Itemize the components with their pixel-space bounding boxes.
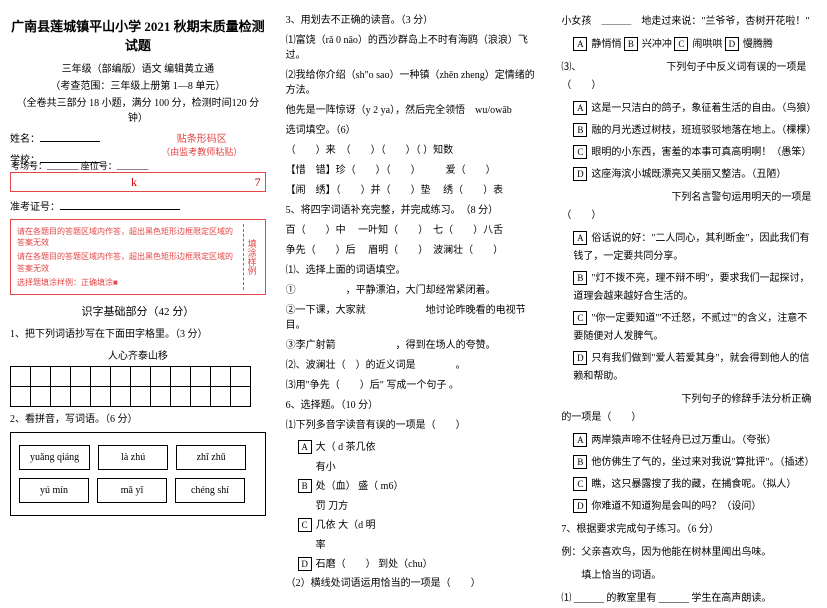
aD: 这座海滨小城既漂亮又美丽又整洁。（丑陋） [591, 169, 786, 180]
oA: 静悄悄 [591, 39, 621, 50]
bB: "灯不拨不亮，理不辩不明"，要求我们一起探讨，道理会越来越好合生活的。 [573, 273, 809, 302]
opt-D: D [725, 37, 739, 51]
opt-A: A [298, 440, 312, 454]
opt-A: A [573, 231, 587, 245]
q5-l2: 争先（ ）后 眉明（ ） 波澜壮（ ） [286, 243, 542, 258]
opt-A: A [573, 37, 587, 51]
bA: 俗话说的好："二人同心，其利断金"，因此我们有钱了，一定要共同分享。 [573, 233, 809, 262]
q2-title: 2、看拼音，写词语。（6 分） [10, 412, 266, 427]
q4-r2: 【惜 错】珍（ ）（ ） 爱（ ） [286, 163, 542, 178]
opt-A: A [573, 101, 587, 115]
pinyin-2: là zhú [98, 445, 168, 470]
opt-D: D [573, 499, 587, 513]
oD: 慢腾腾 [743, 39, 773, 50]
instruction-box: 请在各题目的答题区域内作答，超出黑色矩形边框限定区域的答案无效 请在各题目的答题… [10, 219, 266, 295]
opt-D: D [573, 351, 587, 365]
q5-s2: ②一下课，大家就 地讨论昨晚看的电视节目。 [286, 303, 542, 333]
name-label: 姓名： [10, 134, 40, 145]
q4-r1: （ ）来 （ ）（ ）（ ）知数 [286, 143, 542, 158]
q3-i3: 他先是一阵惊讶（y 2 ya），然后完全领悟 wu/owāb [286, 103, 542, 118]
q5-s3: ③李广射箭 ，得到在场人的夸赞。 [286, 338, 542, 353]
opt-B: B [573, 455, 587, 469]
opt-C: C [298, 518, 312, 532]
q1-title: 1、把下列词语抄写在下面田字格里。（3 分） [10, 327, 266, 342]
q7-instr: 填上恰当的词语。 [561, 567, 817, 585]
paper-line: （全卷共三部分 18 小题，满分 100 分，检测时间120 分钟） [10, 94, 266, 124]
aC: 眼明的小东西，害羞的本事可真高明啊！（愚笨） [591, 147, 811, 158]
aB: 融的月光透过树枝，班班驳驳地落在地上。（棵棵） [591, 125, 816, 136]
q5-l1: 百（ ）中 一叶知（ ） 七（ ）八舌 [286, 223, 542, 238]
c3-t4: 下列名言警句运用明天的一项是（ ） [561, 189, 817, 225]
pinyin-4: yú mín [19, 478, 89, 503]
q3-i2: ⑵我给你介绍（sh"o sao）一种镇（zhēn zheng）定情绪的方法。 [286, 68, 542, 98]
q5-title: 5、将四字词语补充完整，并完成练习。 （8 分） [286, 203, 542, 218]
opt-D: D [573, 167, 587, 181]
q5-s5: ⑶用"争先（ ）后" 写成一个句子 。 [286, 378, 542, 393]
q7-blank: ⑴ ______ 的教室里有 ______ 学生在高声朗读。 [561, 590, 817, 608]
cA: 两岸猿声啼不住轻舟已过万重山。（夸张） [591, 435, 776, 446]
cB: 他仿佛生了气的，坐过来对我说"算批评"。（插述） [591, 457, 814, 468]
sticky-hint: （由监考教师粘贴） [138, 145, 266, 158]
opt-C: C [573, 477, 587, 491]
oB: 兴冲冲 [642, 39, 672, 50]
barcode-zone: 考场号：_______ 座位号：_______ k 7 [10, 172, 266, 192]
pinyin-6: chéng shí [175, 478, 245, 503]
opt-B: B [298, 479, 312, 493]
q6-c2: 率 [316, 536, 542, 551]
cD: 你难道不知道狗是会叫的吗？（设问） [591, 501, 761, 512]
box-text1: 请在各题目的答题区域内作答，超出黑色矩形边框限定区域的答案无效 [17, 226, 241, 248]
subject-line: 三年级（部编版）语文 编辑黄立通 [10, 60, 266, 75]
q6-c: 几依 大（d 明 [316, 520, 376, 531]
q5-blank-t: ⑴、选择上面的词语填空。 [286, 263, 542, 278]
q1-word: 人心齐泰山移 [10, 347, 266, 362]
q7-example: 例：父亲喜欢鸟，因为他能在树林里闻出鸟味。 [561, 544, 817, 562]
q6-b: 处（血） 盛（ m6） [316, 481, 404, 492]
pinyin-3: zhī zhū [176, 445, 246, 470]
box-side: 填涂样例 [243, 224, 261, 290]
opt-C: C [674, 37, 688, 51]
bD: 只有我们做到"爱人若爱其身"，就会得到他人的信赖和帮助。 [573, 353, 809, 382]
opt-D: D [298, 557, 312, 571]
q4-title: 选词填空。（6） [286, 123, 542, 138]
exam-no-label: 准考证号： [10, 202, 60, 213]
pinyin-1: yuǎng qiáng [19, 445, 90, 470]
box-text2: 请在各题目的答题区域内作答，超出黑色矩形边框限定区域的答案无效 [17, 251, 241, 273]
opt-B: B [624, 37, 638, 51]
q6-t2: （2）横线处词语运用恰当的一项是（ ） [286, 576, 542, 591]
tianzige-grid [10, 366, 251, 407]
q5-s4: ⑵、波澜壮（ ）的近义词是 。 [286, 358, 542, 373]
seat-label: 考场号：_______ 座位号：_______ [11, 159, 148, 172]
c3-lead: 小女孩 ＿＿＿ 地走过来说："兰爷爷，杏树开花啦！" [561, 13, 817, 31]
q6-d: 石磨（ ） 到处（chu） [316, 559, 433, 570]
q5-s1: ① ，平静漂泊，大门却经常紧闭着。 [286, 283, 542, 298]
cC: 瞧，这只暴露搜了我的藏，在捕食呢。（拟人） [591, 479, 796, 490]
aA: 这是一只洁白的鸽子，象征着生活的自由。（鸟狼） [591, 103, 816, 114]
q6-t1: ⑴下列多音字读音有误的一项是（ ） [286, 418, 542, 433]
oC: 闹哄哄 [692, 39, 722, 50]
q4-r3: 【闹 绣】（ ）并（ ）垫 绣（ ）表 [286, 183, 542, 198]
box-text3: 选择题填涂样例：正确填涂■ [17, 277, 241, 288]
opt-C: C [573, 311, 587, 325]
opt-B: B [573, 271, 587, 285]
q7-title: 7、根据要求完成句子练习。（6 分） [561, 521, 817, 539]
opt-C: C [573, 145, 587, 159]
q3-i1: ⑴富饶（rǎ 0 nāo）的西沙群岛上不时有海鸥（浪浪）飞过。 [286, 33, 542, 63]
bC: "你一定要知道"'不迁怒，不贰过'"的含义，注意不要随便对人发脾气。 [573, 313, 807, 342]
q6-b2: 罚 刀方 [316, 497, 542, 512]
sticky-label: 贴条形码区 [138, 130, 266, 145]
pinyin-5: mǎ yǐ [97, 478, 167, 503]
opt-B: B [573, 123, 587, 137]
q6-title: 6、选择题。（10 分） [286, 398, 542, 413]
q6-a2: 有小 [316, 458, 542, 473]
q3-title: 3、用划去不正确的读音。（3 分） [286, 13, 542, 28]
section1-head: 识字基础部分（42 分） [10, 303, 266, 319]
exam-title: 广南县莲城镇平山小学 2021 秋期末质量检测试题 [10, 16, 266, 54]
c3-t3: ⑶、 下列句子中反义词有误的一项是（ ） [561, 59, 817, 95]
opt-A: A [573, 433, 587, 447]
scope-line: （考查范围：三年级上册第 1—8 单元） [10, 77, 266, 92]
c3-t5: 下列句子的修辞手法分析正确的一项是（ ） [561, 391, 817, 427]
q6-a: 大（ d 茶几依 [316, 442, 376, 453]
